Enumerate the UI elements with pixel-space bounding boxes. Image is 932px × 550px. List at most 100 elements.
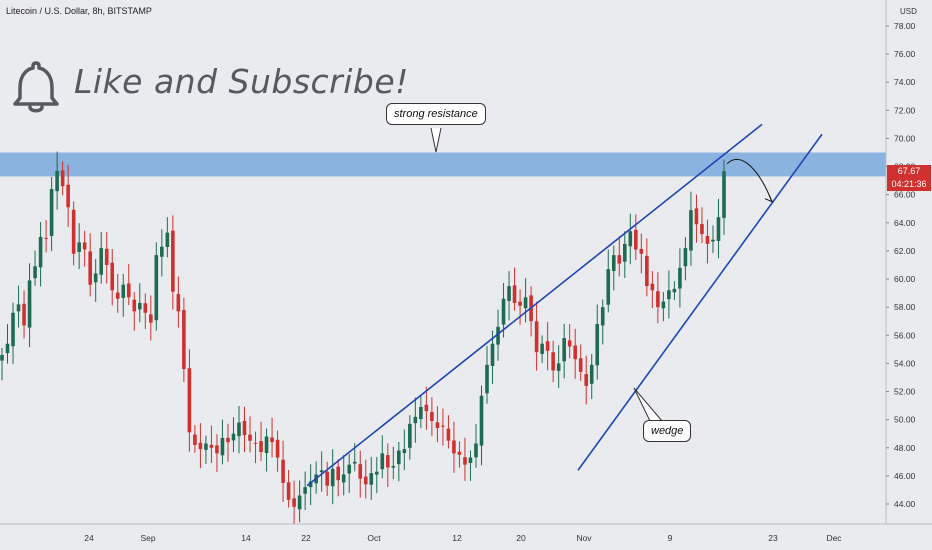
- price-tick-label: 62.00: [894, 246, 916, 256]
- candle-body: [60, 170, 65, 187]
- projection-arrowhead: [764, 194, 773, 203]
- candle-body: [617, 255, 622, 264]
- candle-body: [507, 286, 511, 301]
- candle-body: [386, 455, 390, 468]
- time-tick-label: Oct: [367, 533, 381, 543]
- candle-body: [408, 423, 412, 448]
- candle-body: [628, 231, 633, 247]
- candle-body: [115, 292, 120, 299]
- price-tick-label: 44.00: [894, 499, 916, 509]
- candle-body: [330, 468, 335, 487]
- candle-body: [77, 242, 81, 252]
- candle-body: [667, 290, 671, 300]
- price-tick-label: 72.00: [894, 105, 916, 115]
- candle-body: [270, 437, 274, 443]
- candle-body: [689, 210, 693, 251]
- candle-body: [678, 267, 682, 289]
- candle-body: [441, 425, 445, 427]
- candle-body: [358, 464, 363, 479]
- candle-body: [11, 312, 15, 347]
- time-tick-label: 20: [516, 533, 526, 543]
- candle-body: [308, 481, 313, 488]
- price-tick-label: 56.00: [894, 330, 916, 340]
- candle-body: [452, 440, 456, 454]
- candle-body: [88, 251, 92, 285]
- candle-body: [209, 444, 214, 448]
- time-tick-label: 22: [301, 533, 311, 543]
- candle-body: [347, 464, 352, 474]
- candle-body: [457, 451, 462, 455]
- currency-label: USD: [900, 7, 917, 16]
- candle-body: [0, 354, 4, 361]
- candle-body: [435, 422, 440, 429]
- candle-body: [286, 482, 291, 500]
- last-price-tag: 67.67: [887, 165, 931, 179]
- candle-body: [397, 450, 401, 465]
- candle-body: [634, 229, 638, 250]
- resistance-zone: [0, 152, 886, 177]
- candle-body: [121, 284, 126, 298]
- candle-body: [193, 434, 197, 445]
- candle-body: [49, 189, 54, 236]
- candle-body: [259, 441, 263, 452]
- candle-body: [374, 471, 379, 475]
- wedge-lower-line[interactable]: [577, 133, 823, 471]
- candle-body: [402, 449, 407, 453]
- candle-body: [419, 406, 423, 420]
- price-tick-label: 66.00: [894, 190, 916, 200]
- candle-body: [231, 433, 236, 441]
- time-axis[interactable]: [0, 524, 932, 550]
- candle-body: [33, 266, 37, 279]
- candle-body: [479, 395, 484, 446]
- price-axis[interactable]: [886, 0, 932, 550]
- candle-body: [5, 343, 10, 354]
- candle-body: [683, 248, 688, 267]
- candle-body: [567, 340, 572, 347]
- price-tick-label: 76.00: [894, 49, 916, 59]
- candle-body: [446, 428, 451, 441]
- candle-body: [611, 255, 616, 272]
- candle-body: [160, 246, 164, 257]
- candle-body: [622, 243, 627, 262]
- resistance-callout: strong resistance: [386, 103, 486, 125]
- chart-title: Litecoin / U.S. Dollar, 8h, BITSTAMP: [6, 6, 152, 16]
- price-tick-label: 46.00: [894, 471, 916, 481]
- wedge-callout-pointer: [633, 387, 663, 422]
- wedge-upper-line[interactable]: [306, 123, 763, 487]
- candle-body: [562, 338, 566, 362]
- countdown-tag: 04:21:36: [887, 178, 931, 192]
- candle-body: [722, 171, 726, 218]
- candle-body: [292, 498, 296, 507]
- candle-body: [352, 461, 357, 464]
- candle-body: [55, 170, 59, 192]
- candle-body: [578, 358, 583, 372]
- candle-body: [171, 230, 175, 292]
- candle-body: [187, 368, 192, 433]
- candle-body: [93, 273, 98, 283]
- wedge-callout: wedge: [643, 420, 692, 442]
- candle-body: [485, 364, 489, 394]
- candle-body: [672, 288, 677, 293]
- price-tick-label: 60.00: [894, 274, 916, 284]
- candle-body: [215, 445, 219, 454]
- candle-body: [154, 255, 159, 321]
- candle-body: [380, 453, 385, 470]
- price-tick-label: 64.00: [894, 218, 916, 228]
- candle-body: [391, 466, 396, 468]
- candle-body: [126, 283, 131, 298]
- candle-body: [248, 434, 252, 441]
- candle-body: [220, 437, 225, 456]
- candle-body: [716, 217, 721, 241]
- time-tick-label: 23: [768, 533, 778, 543]
- candle-body: [38, 236, 43, 268]
- candle-body: [490, 343, 495, 366]
- candle-body: [600, 307, 605, 326]
- time-tick-label: 24: [84, 533, 94, 543]
- candle-body: [650, 283, 655, 291]
- candle-body: [551, 352, 555, 371]
- price-tick-label: 58.00: [894, 302, 916, 312]
- candle-body: [110, 262, 115, 291]
- candle-body: [226, 437, 230, 443]
- candle-body: [198, 442, 203, 450]
